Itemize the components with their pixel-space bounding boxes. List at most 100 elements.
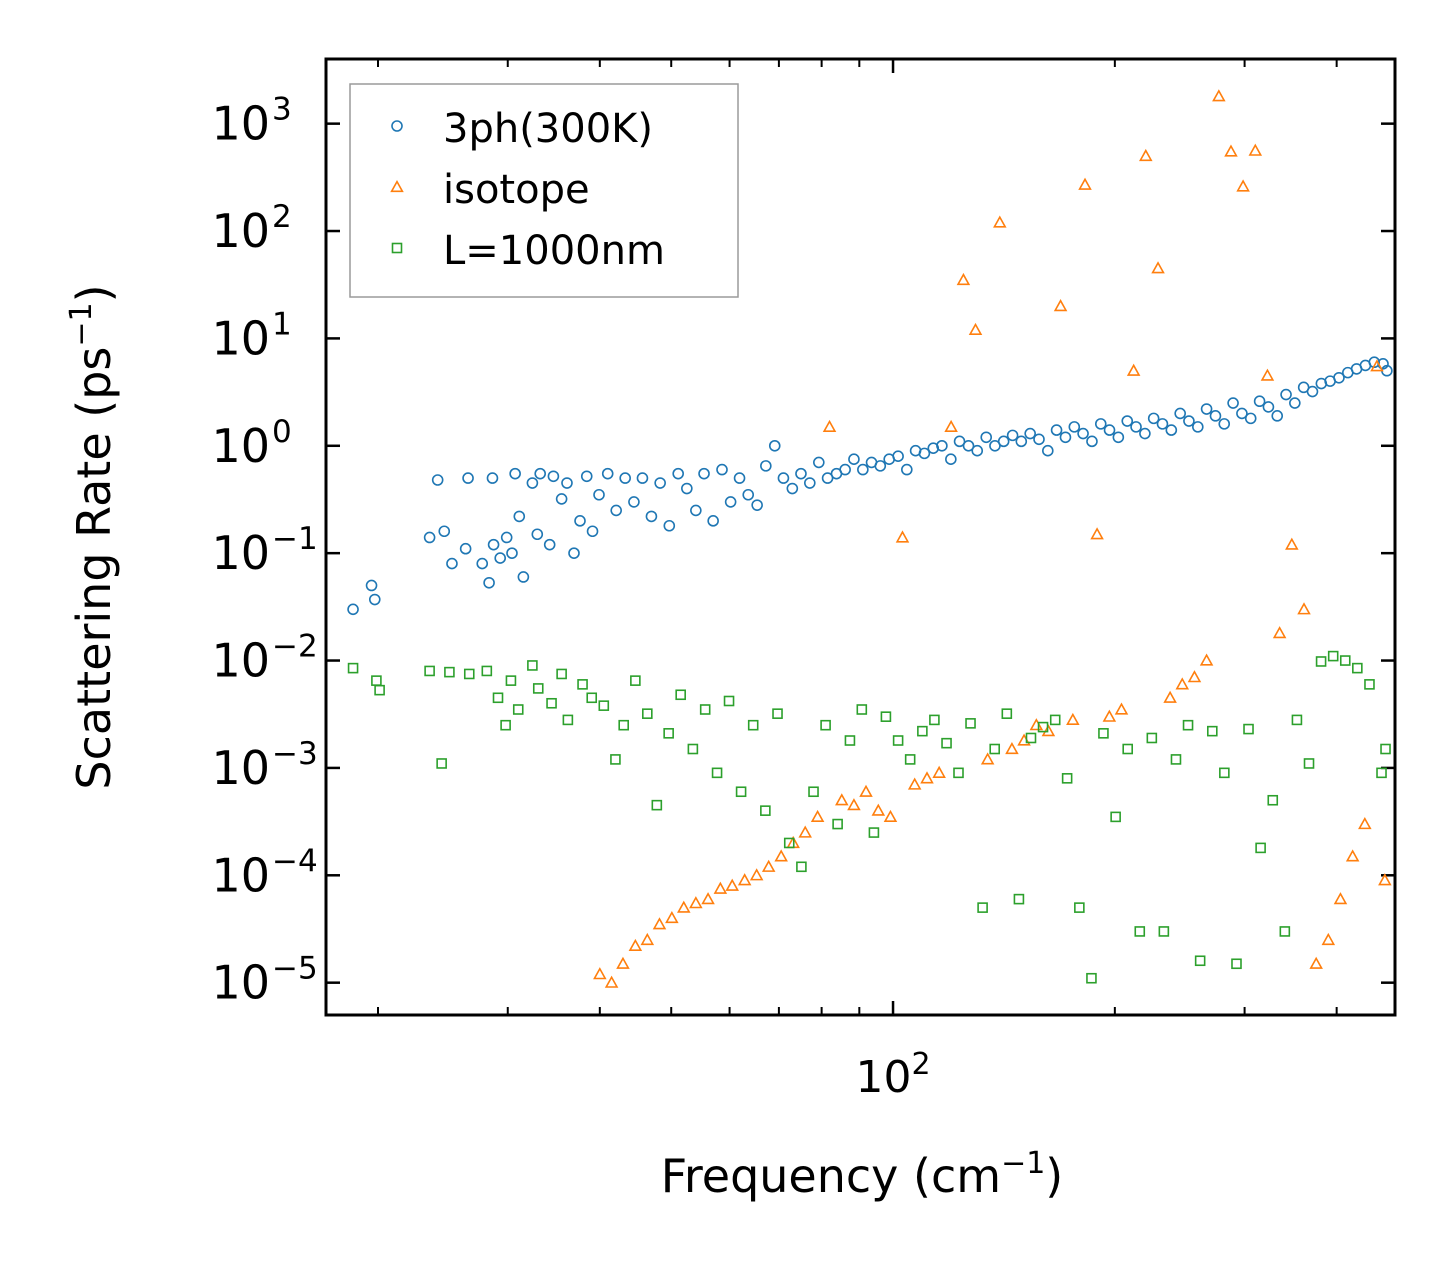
data-point [777,472,790,484]
data-point [1243,723,1254,735]
data-point [500,531,513,544]
data-point [856,704,868,715]
data-point [509,467,521,480]
data-point [735,786,747,798]
data-point [1090,527,1104,540]
data-point [1212,89,1226,102]
data-point [628,938,643,952]
tick-labels: 102 10−5 10−4 10−3 10−2 10−1 100 101 102 103 [211,92,930,1103]
data-point [711,767,723,779]
data-point [1086,972,1097,984]
data-point [642,708,653,719]
y-tick-label: 10−5 [211,951,317,1010]
data-point [532,683,544,694]
y-tick-label: 10−2 [211,629,317,688]
data-point [446,557,458,570]
data-point [463,668,475,680]
data-point [1182,719,1194,731]
data-point [723,695,735,707]
data-point [874,460,887,472]
data-point [347,662,359,674]
data-point [675,689,686,701]
data-point [1376,767,1387,779]
data-point [1231,958,1242,970]
data-point [895,530,910,543]
data-point [1151,261,1165,274]
data-point [804,477,816,489]
data-point [1321,932,1336,946]
data-point [808,786,819,798]
data-point [1280,388,1292,401]
data-point [1285,537,1299,550]
data-point [610,504,622,517]
data-point [1255,842,1266,854]
data-point [1114,702,1129,715]
data-point [1175,677,1190,690]
data-point [724,496,737,508]
data-point [1364,679,1375,690]
legend-marker [390,179,404,193]
data-point [1174,407,1186,420]
data-point [839,463,851,476]
data-point [918,447,931,460]
data-point [977,902,988,913]
data-point [1122,743,1134,755]
data-point [1130,421,1142,433]
data-point [1074,902,1085,913]
data-point [1098,728,1109,739]
data-point [761,859,776,872]
legend-label: L=1000nm [443,228,665,274]
data-point [598,700,610,711]
y-tick-label: 102 [211,199,291,258]
data-point [640,932,655,946]
data-point [1206,725,1218,737]
data-point [880,711,892,722]
data-point [1001,708,1013,719]
data-point [586,525,599,538]
data-point [1333,892,1348,905]
data-point [1086,435,1098,448]
data-point [423,531,436,544]
data-point [941,737,952,749]
data-point [1297,602,1311,615]
data-point [562,714,574,726]
data-point [561,477,573,489]
data-point [1147,412,1160,425]
data-point [555,493,568,505]
data-point [365,579,378,592]
data-point [459,542,472,555]
data-point [1015,435,1028,448]
data-point [689,896,703,909]
data-point [512,704,524,715]
data-point [1037,721,1049,733]
data-point [821,472,834,484]
data-point [760,460,772,472]
data-point [1059,431,1072,444]
data-point [1267,794,1279,806]
y-tick-label: 10−4 [211,843,317,902]
data-point [687,743,699,755]
data-point [1112,431,1125,444]
data-point [920,771,934,784]
data-point [438,525,451,538]
data-point [1271,410,1284,422]
data-point [483,576,495,589]
y-tick-label: 10−1 [211,521,317,580]
data-point [932,765,946,778]
data-point [907,777,922,790]
legend-marker [391,242,403,254]
data-point [968,322,983,336]
data-point [1077,427,1089,440]
data-point [1102,709,1117,722]
series-circle [347,356,1393,616]
data-point [513,510,526,523]
data-point [871,803,886,816]
legend-entry: isotope [390,167,590,213]
data-point [917,725,928,737]
data-point [813,456,825,469]
data-point [848,453,860,465]
data-point [593,488,605,501]
data-point [904,754,916,765]
data-point [1183,415,1195,427]
data-point [672,467,684,480]
